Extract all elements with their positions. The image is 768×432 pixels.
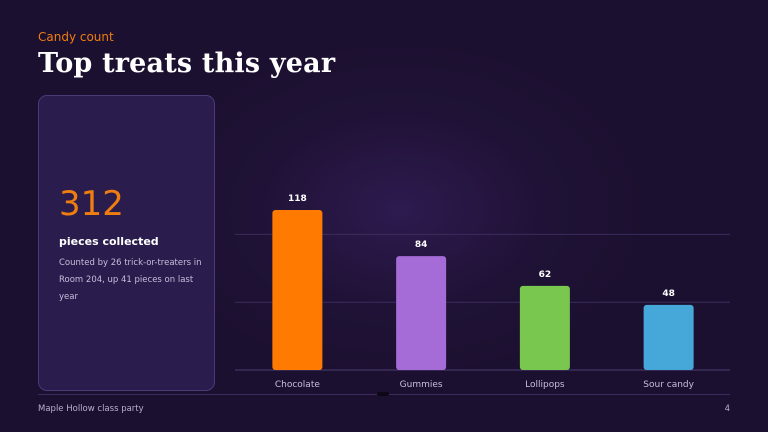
data-label: 62 bbox=[539, 270, 552, 280]
stat-card: 312 pieces collected Counted by 26 trick… bbox=[38, 95, 215, 391]
data-label: 48 bbox=[662, 289, 675, 299]
page-title: Top treats this year bbox=[38, 48, 336, 79]
footer-title: Maple Hollow class party bbox=[38, 404, 144, 414]
chart-labels: 118 Chocolate 84 Gummies 62 Lollipops 48 Sour c… bbox=[275, 194, 695, 390]
page-number: 4 bbox=[724, 404, 730, 414]
bar-chocolate bbox=[272, 209, 323, 370]
chart-bars bbox=[272, 209, 694, 370]
x-tick-label: Lollipops bbox=[525, 380, 565, 390]
eyebrow-label: Candy count bbox=[38, 30, 114, 44]
bar-lollipops bbox=[519, 285, 570, 370]
footer-divider-notch bbox=[377, 392, 389, 396]
bar-chart: 118 Chocolate 84 Gummies 62 Lollipops 48 Sour c… bbox=[235, 194, 730, 390]
stat-value: 312 bbox=[59, 184, 124, 224]
bar-sour-candy bbox=[643, 304, 694, 370]
x-tick-label: Gummies bbox=[400, 380, 443, 390]
x-tick-label: Sour candy bbox=[643, 380, 694, 390]
stat-label: pieces collected bbox=[59, 235, 159, 248]
bar-gummies bbox=[396, 256, 447, 370]
data-label: 118 bbox=[288, 194, 307, 204]
data-label: 84 bbox=[415, 240, 428, 250]
x-tick-label: Chocolate bbox=[275, 380, 320, 390]
stat-description: Counted by 26 trick-or-treaters in Room … bbox=[59, 258, 202, 302]
